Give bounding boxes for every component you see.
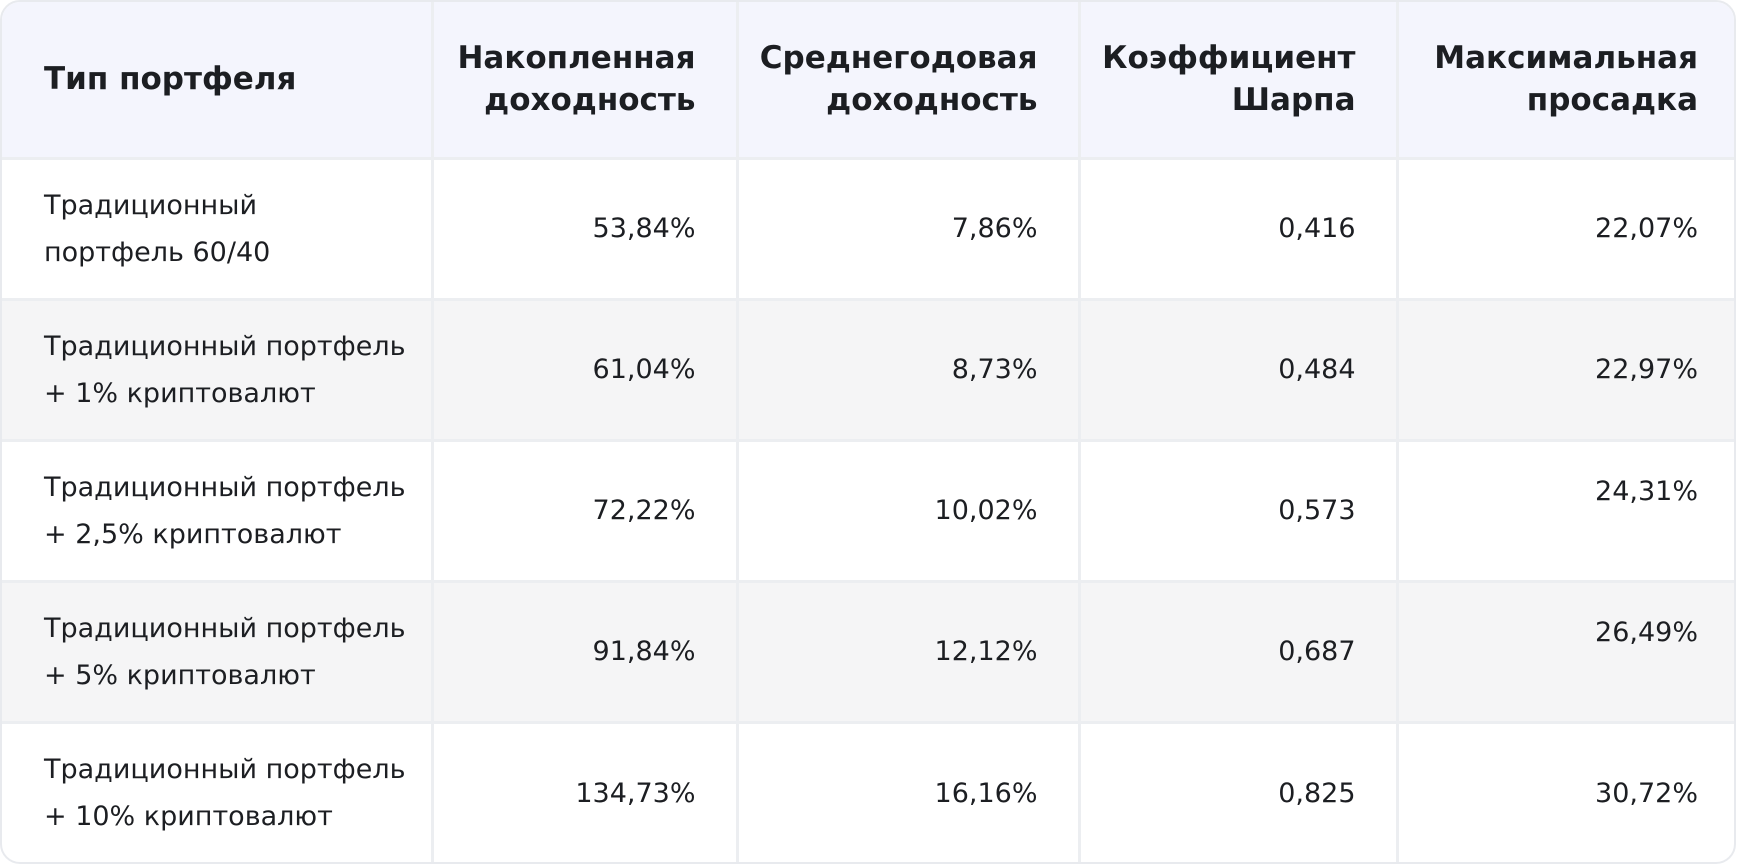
cell-max-drawdown: 26,49% bbox=[1397, 581, 1734, 724]
cell-annual-return: 16,16% bbox=[737, 722, 1081, 862]
cell-sharpe-ratio: 0,687 bbox=[1079, 581, 1399, 724]
cell-cumulative-return: 72,22% bbox=[432, 440, 739, 583]
cell-sharpe-ratio: 0,573 bbox=[1079, 440, 1399, 583]
table-row: Традиционный портфель + 5% криптовалют 91… bbox=[2, 581, 1734, 724]
cell-sharpe-ratio: 0,416 bbox=[1079, 158, 1399, 301]
header-annual-return: Среднегодовая доходность bbox=[737, 2, 1081, 160]
header-portfolio-type: Тип портфеля bbox=[2, 2, 434, 160]
cell-max-drawdown: 30,72% bbox=[1595, 777, 1698, 809]
cell-cumulative-return: 61,04% bbox=[432, 299, 739, 442]
header-max-drawdown: Максимальная просадка bbox=[1397, 2, 1734, 160]
cell-cumulative-return: 91,84% bbox=[432, 581, 739, 724]
table-row: Традиционный портфель + 10% криптовалют 1… bbox=[2, 722, 1734, 862]
header-sharpe-ratio: Коэффициент Шарпа bbox=[1079, 2, 1399, 160]
cell-sharpe-ratio: 0,484 bbox=[1079, 299, 1399, 442]
table-row: Традиционный портфель 60/40 53,84% 7,86% … bbox=[2, 158, 1734, 301]
cell-max-drawdown: 22,97% bbox=[1397, 299, 1734, 442]
table-row: Традиционный портфель + 2,5% криптовалют … bbox=[2, 440, 1734, 583]
cell-max-drawdown: 22,07% bbox=[1397, 158, 1734, 301]
cell-cumulative-return: 134,73% bbox=[432, 722, 739, 862]
header-cumulative-return: Накопленная доходность bbox=[432, 2, 739, 160]
cell-portfolio-type: Традиционный портфель + 10% криптовалют bbox=[2, 722, 434, 862]
cell-annual-return: 7,86% bbox=[737, 158, 1081, 301]
cell-sharpe-ratio: 0,825 bbox=[1079, 722, 1399, 862]
cell-portfolio-type: Традиционный портфель + 5% криптовалют bbox=[2, 581, 434, 724]
cell-max-drawdown: 24,31% bbox=[1397, 440, 1734, 583]
cell-portfolio-type: Традиционный портфель + 1% криптовалют bbox=[2, 299, 434, 442]
cell-annual-return: 12,12% bbox=[737, 581, 1081, 724]
cell-annual-return: 10,02% bbox=[737, 440, 1081, 583]
cell-portfolio-type: Традиционный портфель 60/40 bbox=[2, 158, 434, 301]
cell-annual-return: 8,73% bbox=[737, 299, 1081, 442]
cell-cumulative-return: 53,84% bbox=[432, 158, 739, 301]
table-header-row: Тип портфеля Накопленная доходность Средн… bbox=[2, 2, 1734, 160]
table-row: Традиционный портфель + 1% криптовалют 61… bbox=[2, 299, 1734, 442]
cell-portfolio-type: Традиционный портфель + 2,5% криптовалют bbox=[2, 440, 434, 583]
